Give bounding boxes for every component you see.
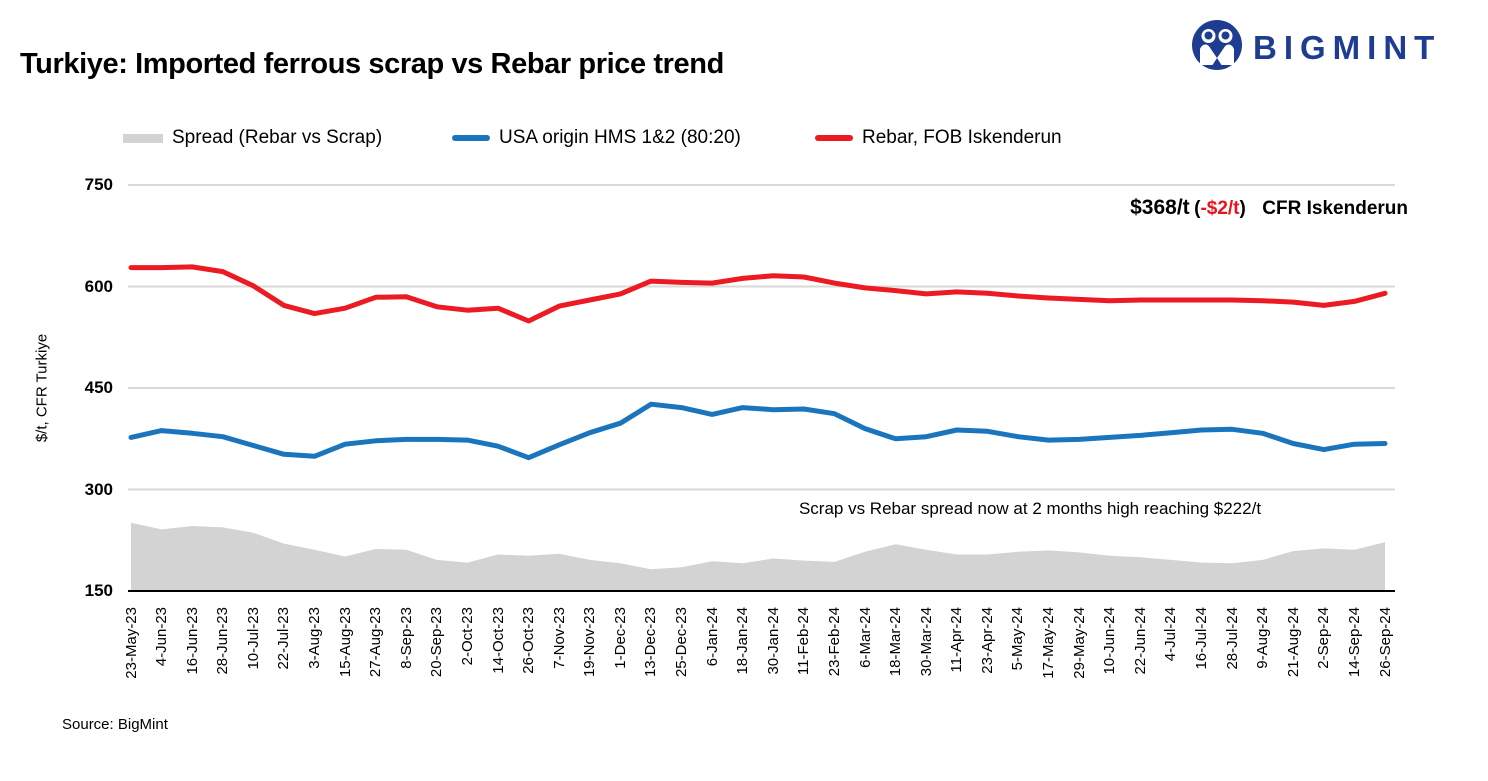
legend-item-rebar: Rebar, FOB Iskenderun xyxy=(815,126,1062,150)
chart-plot-area xyxy=(128,184,1395,592)
y-tick-label: 750 xyxy=(84,175,113,194)
x-tick-label: 13-Dec-23 xyxy=(642,607,660,678)
x-tick-label: 29-May-24 xyxy=(1070,607,1088,679)
spread-area-swatch xyxy=(123,133,163,143)
x-tick-label: 20-Sep-23 xyxy=(428,607,446,678)
x-tick-label: 7-Nov-23 xyxy=(550,607,568,669)
x-tick-label: 22-Jun-24 xyxy=(1131,607,1149,675)
x-tick-label: 11-Feb-24 xyxy=(795,607,813,676)
x-tick-label: 27-Aug-23 xyxy=(367,607,385,678)
source-label: Source: BigMint xyxy=(62,716,168,733)
x-tick-label: 14-Oct-23 xyxy=(489,607,507,674)
x-tick-label: 26-Oct-23 xyxy=(520,607,538,674)
x-tick-label: 18-Jan-24 xyxy=(734,607,752,675)
x-tick-label: 26-Sep-24 xyxy=(1376,607,1394,678)
x-tick-label: 1-Dec-23 xyxy=(611,607,629,669)
x-tick-label: 25-Dec-23 xyxy=(673,607,691,678)
scrap-line-series xyxy=(128,401,1388,461)
x-tick-label: 18-Mar-24 xyxy=(887,607,905,677)
x-tick-label: 21-Aug-24 xyxy=(1284,607,1302,678)
x-tick-label: 6-Jan-24 xyxy=(703,607,721,667)
x-tick-label: 2-Oct-23 xyxy=(458,607,476,666)
legend-label-spread: Spread (Rebar vs Scrap) xyxy=(172,127,383,148)
y-tick-label: 600 xyxy=(84,276,113,296)
spread-area-series xyxy=(131,522,1385,591)
x-tick-label: 4-Jul-24 xyxy=(1162,607,1180,662)
scrap-line-swatch xyxy=(452,135,490,141)
x-tick-label: 16-Jul-24 xyxy=(1192,607,1210,670)
x-tick-label: 23-Apr-24 xyxy=(978,607,996,674)
price-change-paren-close: ) xyxy=(1239,198,1246,219)
y-tick-label: 150 xyxy=(84,581,113,600)
x-tick-label: 9-Aug-24 xyxy=(1254,607,1272,669)
price-location: CFR Iskenderun xyxy=(1262,198,1408,219)
x-tick-label: 30-Jan-24 xyxy=(764,607,782,675)
x-tick-label: 10-Jun-24 xyxy=(1101,607,1119,675)
x-tick-label: 4-Jun-23 xyxy=(153,607,171,667)
y-axis-title: $/t, CFR Turkiye xyxy=(33,333,51,443)
price-value: $368/t xyxy=(1130,196,1190,219)
rebar-line-swatch xyxy=(815,135,853,141)
price-annotation: $368/t (-$2/t) CFR Iskenderun xyxy=(998,196,1408,220)
x-tick-label: 17-May-24 xyxy=(1040,607,1058,679)
price-change-paren-open: ( xyxy=(1194,198,1201,219)
y-tick-label: 450 xyxy=(84,378,113,397)
x-tick-label: 14-Sep-24 xyxy=(1345,607,1363,678)
x-tick-label: 15-Aug-23 xyxy=(336,607,354,678)
x-tick-label: 23-May-23 xyxy=(122,607,140,679)
x-tick-label: 5-May-24 xyxy=(1009,607,1027,671)
legend-item-spread: Spread (Rebar vs Scrap) xyxy=(123,126,382,150)
x-tick-label: 11-Apr-24 xyxy=(948,607,966,673)
legend-label-scrap: USA origin HMS 1&2 (80:20) xyxy=(499,127,741,148)
bigmint-logo: BIGMINT xyxy=(1192,20,1441,75)
x-tick-label: 8-Sep-23 xyxy=(397,607,415,669)
x-tick-label: 2-Sep-24 xyxy=(1315,607,1333,669)
bigmint-logo-icon xyxy=(1192,20,1242,75)
y-tick-label: 300 xyxy=(84,479,113,499)
x-tick-label: 28-Jul-24 xyxy=(1223,607,1241,670)
x-tick-label: 10-Jul-23 xyxy=(244,607,262,670)
x-tick-label: 22-Jul-23 xyxy=(275,607,293,670)
price-change-value: -$2/t xyxy=(1200,198,1240,219)
x-tick-label: 23-Feb-24 xyxy=(825,607,843,677)
x-tick-label: 30-Mar-24 xyxy=(917,607,935,677)
x-tick-label: 28-Jun-23 xyxy=(214,607,232,675)
legend-item-scrap: USA origin HMS 1&2 (80:20) xyxy=(452,126,741,150)
spread-annotation: Scrap vs Rebar spread now at 2 months hi… xyxy=(798,499,1262,518)
x-tick-label: 19-Nov-23 xyxy=(581,607,599,678)
legend-label-rebar: Rebar, FOB Iskenderun xyxy=(862,127,1062,148)
rebar-line-series xyxy=(128,264,1388,324)
x-tick-label: 3-Aug-23 xyxy=(306,607,323,669)
page-title: Turkiye: Imported ferrous scrap vs Rebar… xyxy=(20,48,724,80)
x-tick-label: 6-Mar-24 xyxy=(856,607,874,668)
x-tick-label: 16-Jun-23 xyxy=(183,607,201,675)
bigmint-logo-text: BIGMINT xyxy=(1253,28,1442,66)
